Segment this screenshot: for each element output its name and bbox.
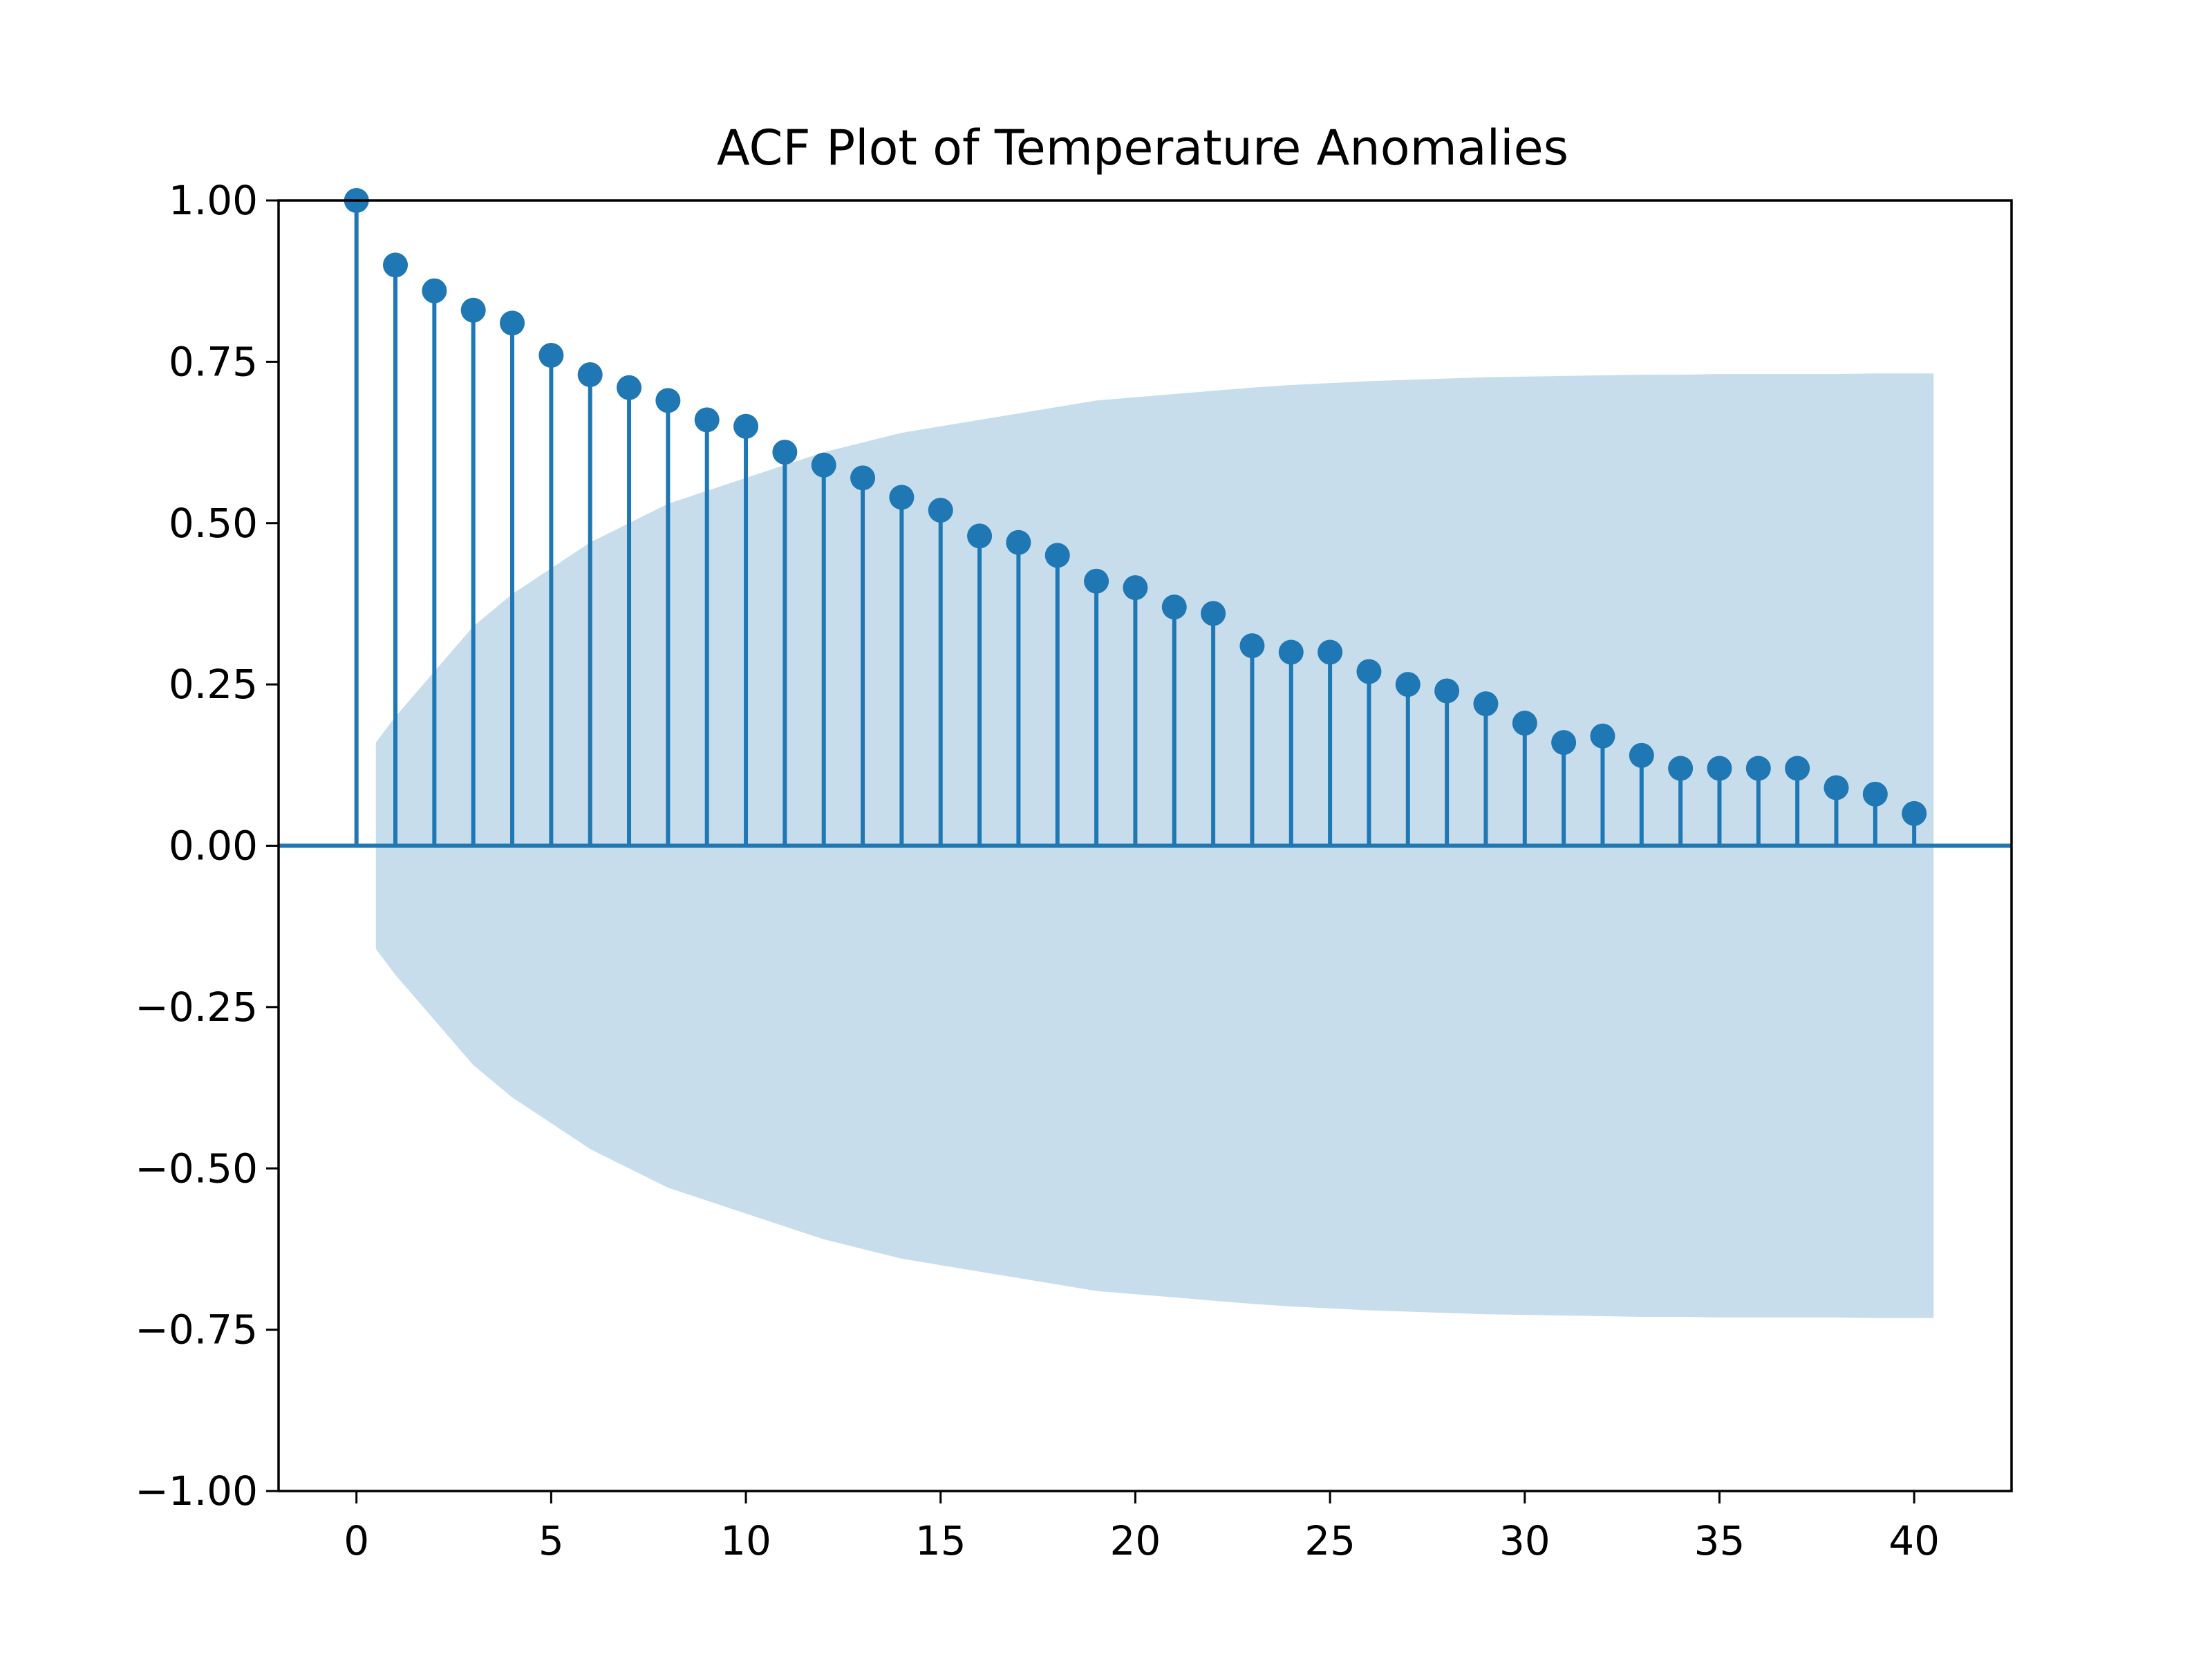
acf-point-lag-3 xyxy=(460,297,486,323)
acf-point-lag-39 xyxy=(1862,781,1888,807)
acf-point-lag-27 xyxy=(1395,672,1421,697)
x-tick-label: 30 xyxy=(1499,1517,1550,1564)
acf-point-lag-17 xyxy=(1006,529,1031,555)
y-tick-label: 0.50 xyxy=(169,500,258,547)
acf-point-lag-26 xyxy=(1356,659,1382,684)
acf-point-lag-19 xyxy=(1084,568,1109,594)
y-tick-label: −0.50 xyxy=(135,1145,258,1192)
acf-point-lag-30 xyxy=(1512,711,1537,736)
acf-point-lag-5 xyxy=(538,343,564,368)
y-tick-label: −0.75 xyxy=(135,1306,258,1353)
y-tick-label: 0.00 xyxy=(169,823,258,870)
acf-point-lag-34 xyxy=(1668,756,1694,781)
x-tick-label: 20 xyxy=(1110,1517,1161,1564)
x-tick-label: 5 xyxy=(538,1517,564,1564)
acf-point-lag-20 xyxy=(1123,575,1148,601)
acf-point-lag-1 xyxy=(383,252,409,278)
acf-point-lag-8 xyxy=(655,388,681,413)
acf-point-lag-4 xyxy=(500,310,525,336)
acf-point-lag-21 xyxy=(1161,594,1187,620)
y-tick-label: −1.00 xyxy=(135,1468,258,1515)
y-tick-label: −0.25 xyxy=(135,984,258,1031)
y-tick-label: 0.25 xyxy=(169,661,258,708)
acf-point-lag-32 xyxy=(1590,723,1615,749)
acf-point-lag-6 xyxy=(577,362,603,388)
acf-point-lag-38 xyxy=(1824,775,1849,800)
acf-point-lag-2 xyxy=(422,278,447,303)
acf-point-lag-35 xyxy=(1707,756,1732,781)
acf-point-lag-14 xyxy=(889,485,915,510)
acf-point-lag-12 xyxy=(811,452,836,478)
acf-point-lag-29 xyxy=(1473,691,1499,717)
acf-point-lag-24 xyxy=(1278,639,1304,665)
acf-point-lag-37 xyxy=(1785,756,1810,781)
acf-point-lag-9 xyxy=(694,407,720,433)
acf-point-lag-11 xyxy=(772,440,798,465)
acf-point-lag-40 xyxy=(1902,800,1927,826)
acf-point-lag-16 xyxy=(967,523,993,549)
y-tick-label: 0.75 xyxy=(169,338,258,385)
acf-point-lag-36 xyxy=(1745,756,1771,781)
acf-point-lag-13 xyxy=(850,465,876,491)
x-tick-label: 10 xyxy=(720,1517,771,1564)
acf-point-lag-7 xyxy=(617,375,642,400)
acf-point-lag-10 xyxy=(733,413,759,439)
acf-point-lag-15 xyxy=(928,498,953,523)
stems-layer xyxy=(279,188,2012,848)
acf-point-lag-23 xyxy=(1239,633,1265,659)
acf-point-lag-28 xyxy=(1434,678,1460,704)
x-tick-label: 0 xyxy=(344,1517,369,1564)
acf-point-lag-33 xyxy=(1629,742,1654,768)
acf-point-lag-25 xyxy=(1318,639,1343,665)
acf-point-lag-18 xyxy=(1044,543,1070,568)
x-tick-label: 25 xyxy=(1304,1517,1356,1564)
acf-point-lag-31 xyxy=(1551,730,1577,756)
x-tick-label: 15 xyxy=(915,1517,966,1564)
acf-point-lag-22 xyxy=(1201,601,1226,626)
axes-layer: 0 5 10 15 20 25 30 35 40 1.00 0.75 0.50 0.25 0.00 −0.2… xyxy=(135,177,2013,1564)
x-tick-label: 35 xyxy=(1694,1517,1745,1564)
y-tick-label: 1.00 xyxy=(169,177,258,224)
chart-title: ACF Plot of Temperature Anomalies xyxy=(717,120,1568,176)
x-tick-label: 40 xyxy=(1888,1517,1940,1564)
